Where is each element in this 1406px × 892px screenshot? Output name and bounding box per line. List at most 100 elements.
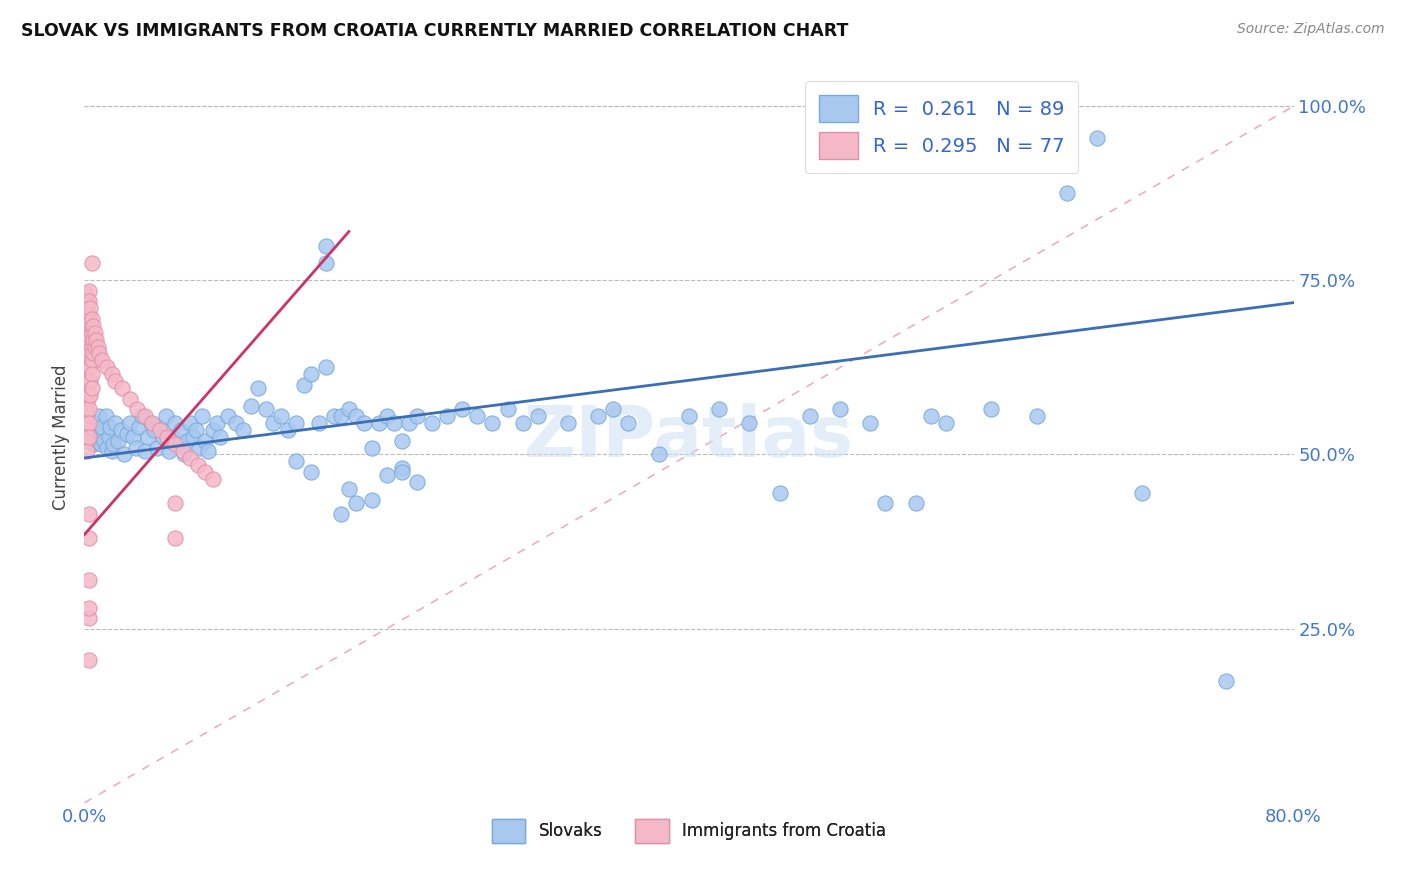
Point xyxy=(830,402,852,417)
Point xyxy=(337,483,360,497)
Point xyxy=(104,375,127,389)
Point xyxy=(86,333,108,347)
Point xyxy=(82,318,104,333)
Point xyxy=(207,416,229,430)
Point xyxy=(980,402,1002,417)
Point xyxy=(191,409,214,424)
Point xyxy=(77,318,100,333)
Point xyxy=(77,507,100,521)
Point xyxy=(270,409,292,424)
Point xyxy=(315,256,337,270)
Point xyxy=(217,409,239,424)
Point xyxy=(77,611,100,625)
Point xyxy=(330,409,353,424)
Point xyxy=(187,458,209,472)
Point xyxy=(77,402,100,417)
Point xyxy=(481,416,503,430)
Point xyxy=(165,531,187,545)
Point xyxy=(157,444,180,458)
Text: Source: ZipAtlas.com: Source: ZipAtlas.com xyxy=(1237,22,1385,37)
Point xyxy=(112,448,135,462)
Point xyxy=(91,353,114,368)
Point xyxy=(382,416,405,430)
Point xyxy=(1025,409,1047,424)
Point xyxy=(406,409,429,424)
Point xyxy=(167,437,190,451)
Point xyxy=(769,485,792,500)
Point xyxy=(87,423,110,437)
Point xyxy=(337,402,360,417)
Point xyxy=(134,409,156,424)
Text: ZIPatlas: ZIPatlas xyxy=(524,402,853,472)
Point xyxy=(96,360,118,375)
Point xyxy=(141,416,163,430)
Point xyxy=(76,434,98,448)
Point xyxy=(84,326,107,340)
Point xyxy=(87,339,110,353)
Point xyxy=(100,444,122,458)
Point xyxy=(76,339,98,353)
Point xyxy=(391,465,413,479)
Point xyxy=(920,409,942,424)
Point xyxy=(118,416,141,430)
Point xyxy=(315,238,337,252)
Point xyxy=(496,402,519,417)
Point xyxy=(136,430,159,444)
Point xyxy=(467,409,489,424)
Point xyxy=(76,311,98,326)
Point xyxy=(80,353,103,368)
Point xyxy=(121,430,143,444)
Point xyxy=(131,409,153,424)
Point xyxy=(194,434,217,448)
Point xyxy=(127,402,149,417)
Point xyxy=(77,360,100,375)
Point xyxy=(79,301,101,316)
Point xyxy=(76,294,98,309)
Point xyxy=(79,315,101,329)
Point xyxy=(77,573,100,587)
Point xyxy=(79,329,101,343)
Point xyxy=(80,326,103,340)
Point xyxy=(209,430,232,444)
Point xyxy=(557,416,579,430)
Point xyxy=(315,360,337,375)
Point xyxy=(799,409,821,424)
Point xyxy=(176,434,198,448)
Point xyxy=(299,368,322,382)
Point xyxy=(360,492,382,507)
Point xyxy=(77,388,100,402)
Point xyxy=(179,450,201,465)
Point xyxy=(285,416,308,430)
Point xyxy=(98,419,121,434)
Point xyxy=(77,531,100,545)
Point xyxy=(935,416,957,430)
Point xyxy=(346,409,368,424)
Point xyxy=(375,409,398,424)
Point xyxy=(420,416,443,430)
Point xyxy=(512,416,534,430)
Point xyxy=(89,409,111,424)
Point xyxy=(142,423,165,437)
Point xyxy=(82,333,104,347)
Point xyxy=(1130,485,1153,500)
Point xyxy=(152,430,174,444)
Point xyxy=(76,423,98,437)
Point xyxy=(1215,673,1237,688)
Point xyxy=(285,454,308,468)
Point xyxy=(76,375,98,389)
Point xyxy=(80,311,103,326)
Point xyxy=(648,448,671,462)
Point xyxy=(172,444,194,458)
Point xyxy=(80,430,103,444)
Point xyxy=(80,256,103,270)
Point xyxy=(738,416,761,430)
Point xyxy=(84,339,107,353)
Point xyxy=(77,653,100,667)
Point xyxy=(875,496,897,510)
Point xyxy=(107,434,129,448)
Point xyxy=(904,496,927,510)
Point xyxy=(82,437,104,451)
Point xyxy=(93,434,115,448)
Point xyxy=(254,402,277,417)
Point xyxy=(79,423,101,437)
